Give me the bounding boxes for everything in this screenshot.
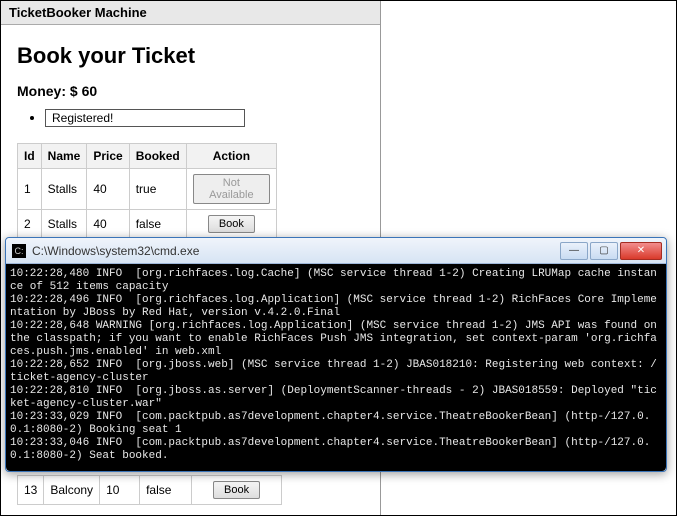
maximize-button[interactable]: ▢ [590, 242, 618, 260]
cell-name: Stalls [41, 210, 87, 239]
app-header: TicketBooker Machine [1, 1, 380, 25]
window-controls: — ▢ ✕ [560, 242, 662, 260]
cell-action: Book [192, 476, 282, 505]
table-header-row: Id Name Price Booked Action [18, 144, 277, 169]
minimize-button[interactable]: — [560, 242, 588, 260]
page-title: Book your Ticket [17, 43, 364, 69]
cell-name: Stalls [41, 169, 87, 210]
cmd-icon: C: [12, 244, 26, 258]
cell-id: 13 [18, 476, 44, 505]
book-button[interactable]: Book [213, 481, 260, 499]
cmd-output[interactable]: 10:22:28,480 INFO [org.richfaces.log.Cac… [6, 264, 666, 471]
cell-price: 40 [87, 169, 129, 210]
table-row: 1 Stalls 40 true Not Available [18, 169, 277, 210]
close-button[interactable]: ✕ [620, 242, 662, 260]
cell-price: 10 [100, 476, 140, 505]
not-available-button: Not Available [193, 174, 270, 204]
cmd-title: C:\Windows\system32\cmd.exe [32, 244, 560, 258]
cell-id: 1 [18, 169, 42, 210]
message-text: Registered! [45, 109, 245, 127]
table-row: 2 Stalls 40 false Book [18, 210, 277, 239]
app-title: TicketBooker Machine [9, 5, 147, 20]
ticket-table-lower: 13 Balcony 10 false Book [17, 475, 282, 505]
cell-booked: true [129, 169, 186, 210]
cell-action: Book [186, 210, 276, 239]
message-list: Registered! [17, 109, 364, 127]
cell-booked: false [129, 210, 186, 239]
cell-id: 2 [18, 210, 42, 239]
cell-price: 40 [87, 210, 129, 239]
col-booked: Booked [129, 144, 186, 169]
cmd-titlebar[interactable]: C: C:\Windows\system32\cmd.exe — ▢ ✕ [6, 238, 666, 264]
cell-action: Not Available [186, 169, 276, 210]
message-item: Registered! [45, 109, 364, 127]
cmd-window[interactable]: C: C:\Windows\system32\cmd.exe — ▢ ✕ 10:… [5, 237, 667, 472]
money-line: Money: $ 60 [17, 83, 364, 99]
col-price: Price [87, 144, 129, 169]
table-row: 13 Balcony 10 false Book [18, 476, 282, 505]
money-value: 60 [82, 83, 98, 99]
cell-name: Balcony [44, 476, 100, 505]
col-id: Id [18, 144, 42, 169]
book-button[interactable]: Book [208, 215, 255, 233]
col-name: Name [41, 144, 87, 169]
cell-booked: false [140, 476, 192, 505]
col-action: Action [186, 144, 276, 169]
money-label: Money: $ [17, 83, 78, 99]
